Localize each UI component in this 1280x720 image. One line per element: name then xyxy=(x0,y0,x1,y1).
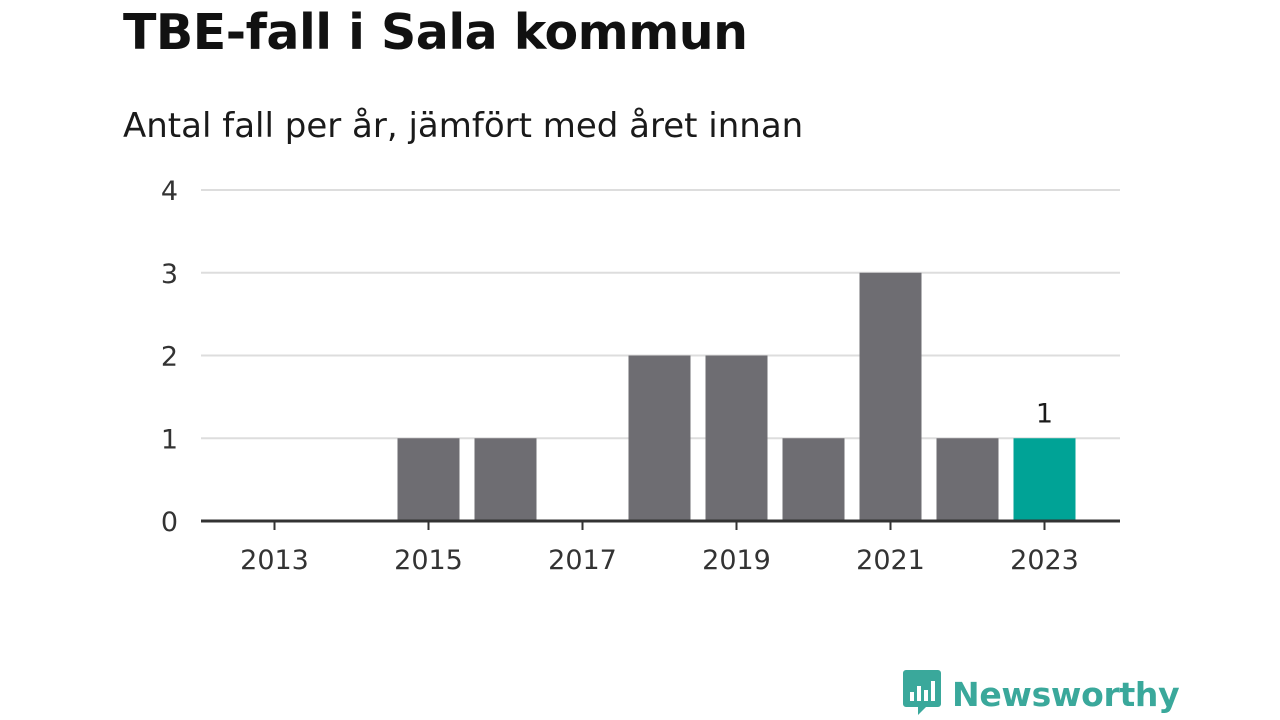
bars xyxy=(397,272,1076,521)
bar xyxy=(397,438,460,521)
labels: 0 1 2 3 4 2013 2015 2017 2019 2021 2023 1 xyxy=(161,176,1079,576)
bar xyxy=(782,438,845,521)
x-tick-label: 2017 xyxy=(548,545,617,576)
x-tick-label: 2015 xyxy=(394,545,463,576)
y-tick-label: 0 xyxy=(161,507,178,538)
bar xyxy=(628,355,691,521)
x-tick-label: 2013 xyxy=(240,545,309,576)
y-tick-label: 1 xyxy=(161,424,178,455)
newsworthy-logo-icon xyxy=(902,668,942,720)
brand-logo: Newsworthy xyxy=(902,668,1180,720)
y-tick-label: 4 xyxy=(161,176,178,207)
axes xyxy=(201,519,1120,530)
bar xyxy=(474,438,537,521)
brand-name: Newsworthy xyxy=(952,674,1180,714)
bar-chart: 0 1 2 3 4 2013 2015 2017 2019 2021 2023 1 xyxy=(161,176,1120,576)
x-tick-label: 2021 xyxy=(856,545,925,576)
bar xyxy=(705,355,768,521)
y-tick-label: 2 xyxy=(161,342,178,373)
data-label: 1 xyxy=(1036,398,1053,429)
bar xyxy=(936,438,999,521)
bar xyxy=(1013,438,1076,521)
x-tick-label: 2019 xyxy=(702,545,771,576)
chart-subtitle: Antal fall per år, jämfört med året inna… xyxy=(123,106,804,146)
bar xyxy=(859,272,922,521)
chart-title: TBE-fall i Sala kommun xyxy=(123,4,748,61)
x-tick-label: 2023 xyxy=(1010,545,1079,576)
y-tick-label: 3 xyxy=(161,259,178,290)
